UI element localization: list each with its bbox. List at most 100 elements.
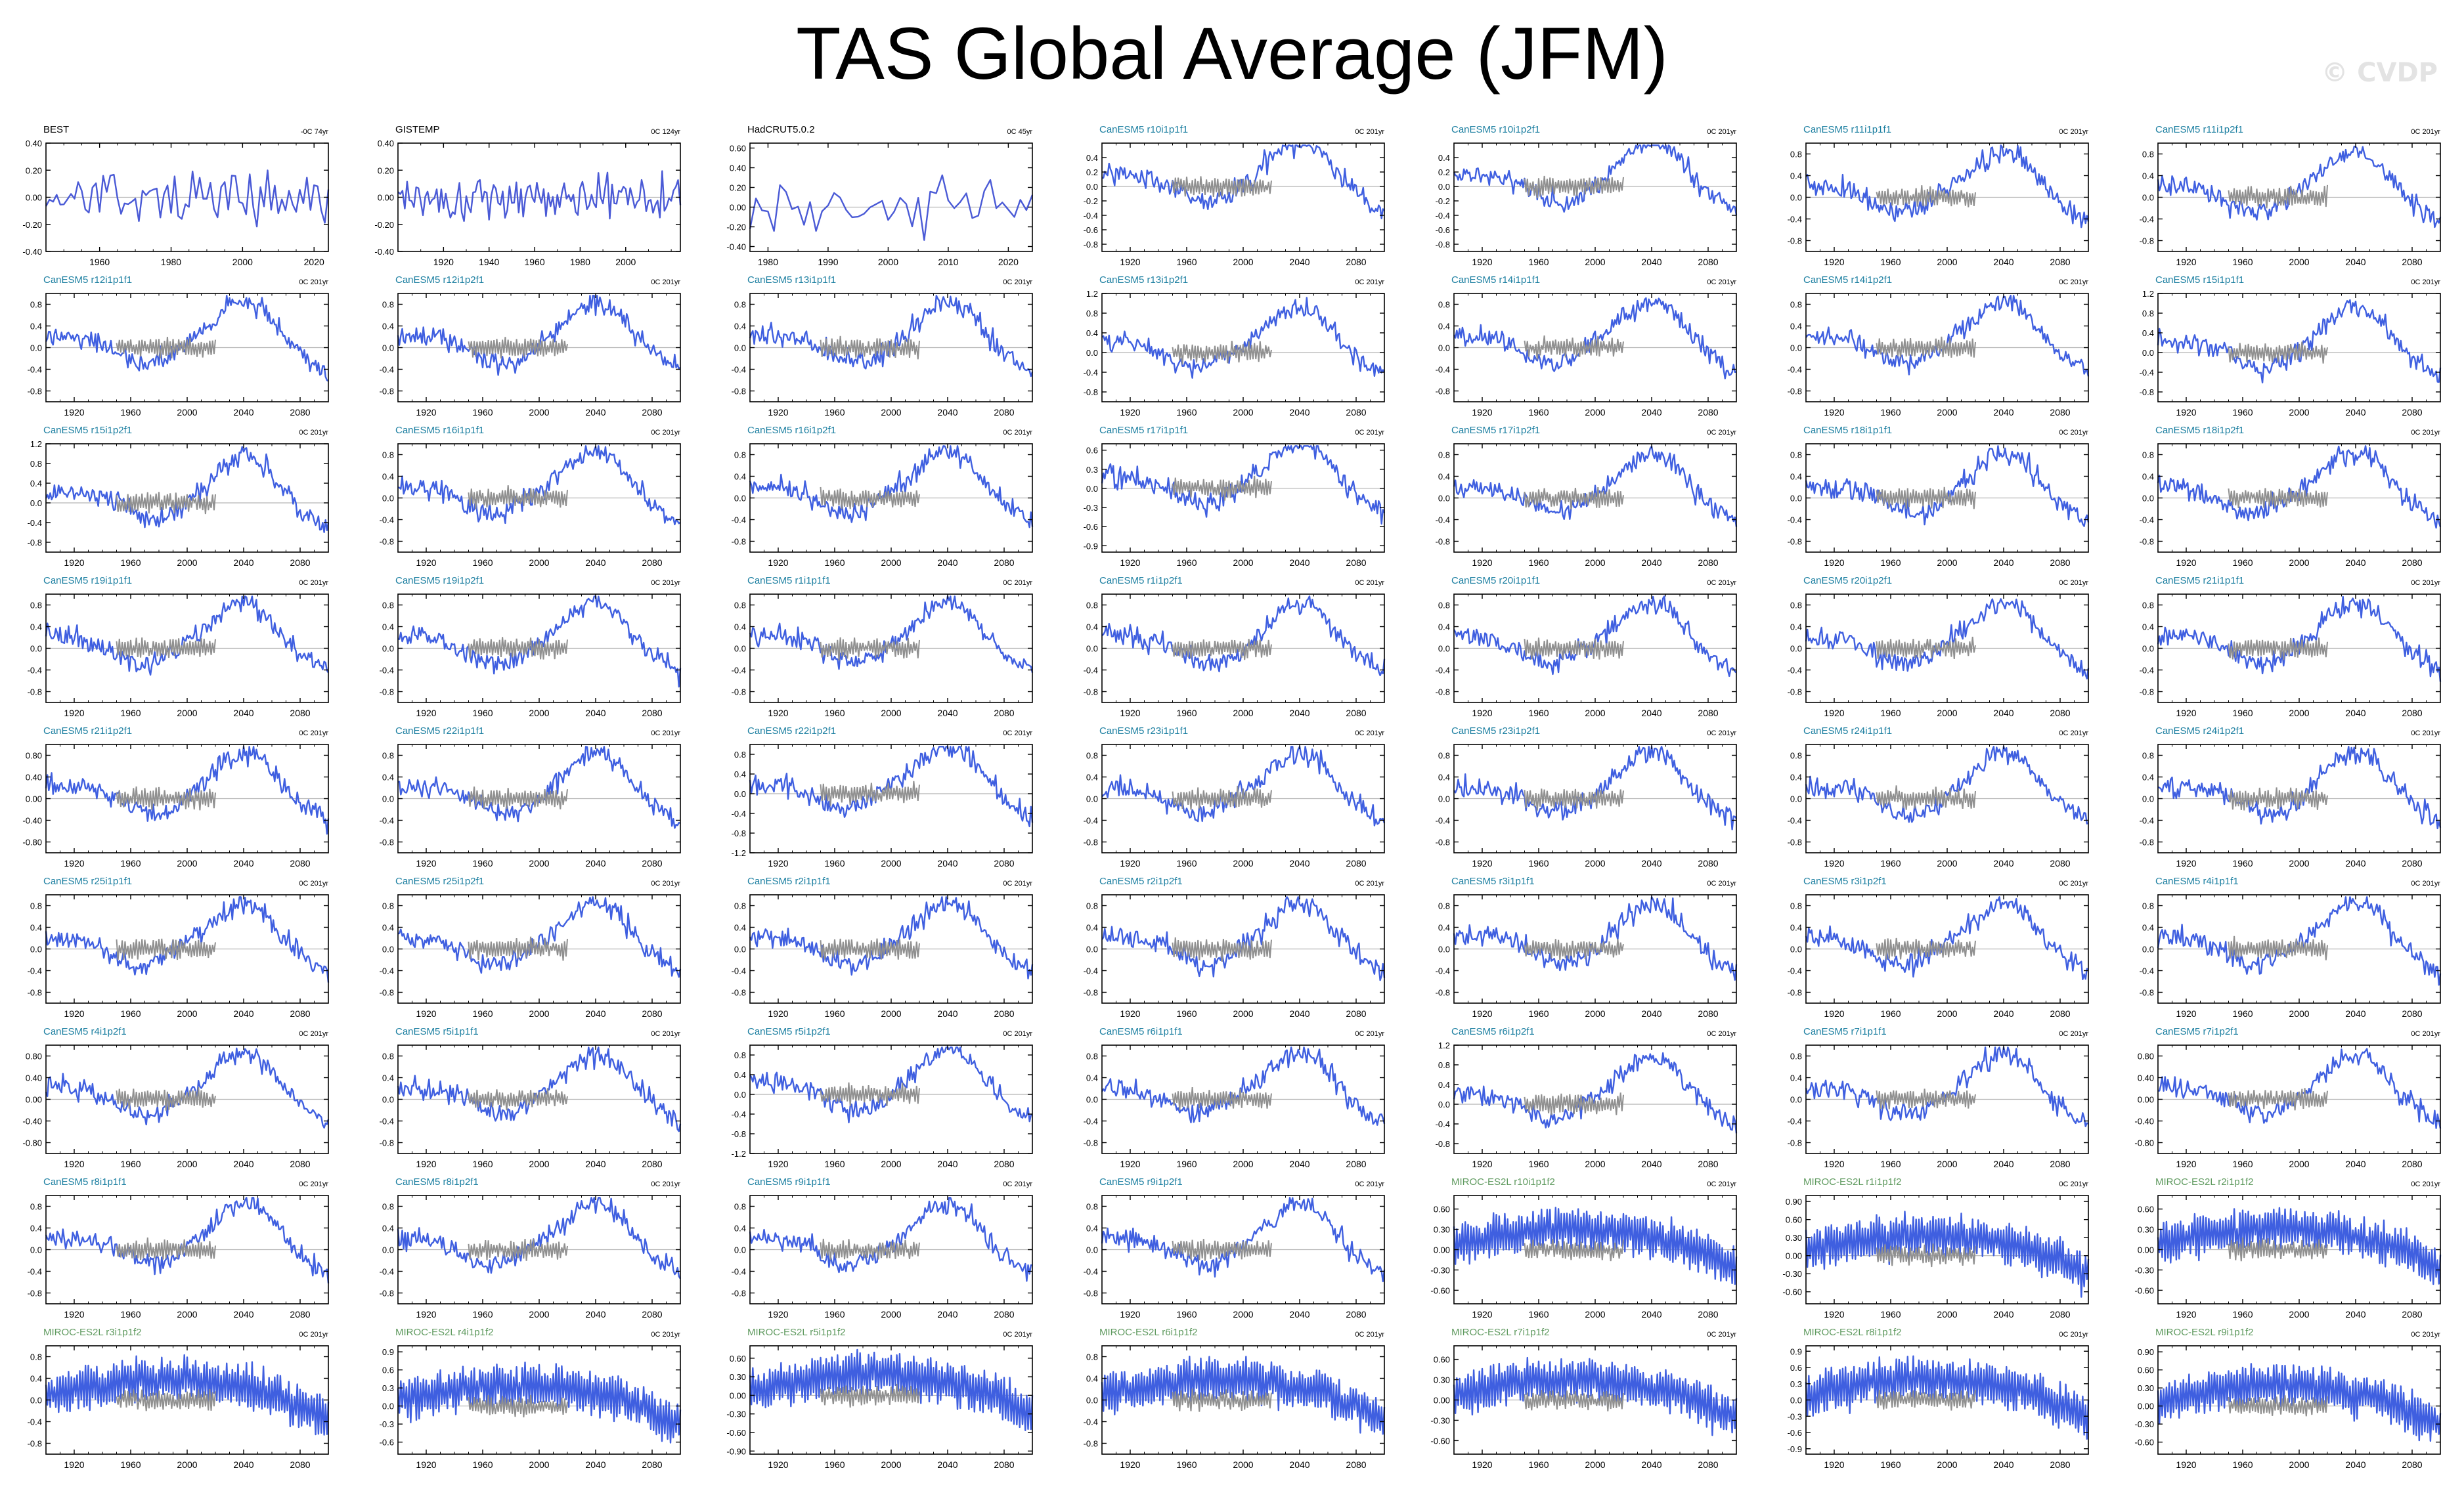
observed-overlay-line [1876,1389,1976,1411]
x-tick-label: 2040 [1993,858,2013,869]
panel-label: BEST [43,124,69,135]
y-tick-label: 0.8 [734,1202,746,1212]
trend-label: 0C 201yr [2411,1030,2440,1038]
y-tick-label: 0.0 [734,1090,746,1100]
y-tick-label: 0.4 [1790,622,1802,632]
trend-label: 0C 201yr [2411,579,2440,587]
trend-label: 0C 201yr [299,1331,328,1339]
x-tick-label: 1960 [1528,557,1549,568]
y-tick-label: -0.8 [1436,240,1450,249]
y-tick-label: 0.0 [2142,494,2154,504]
panel-label: CanESM5 r24i1p1f1 [1803,725,1892,737]
x-tick-label: 2080 [1698,257,1718,267]
y-tick-label: 0.30 [1434,1225,1450,1235]
y-tick-label: 0.0 [2142,644,2154,654]
observed-overlay-line [116,337,216,358]
watermark: © CVDP [2321,58,2438,88]
observed-overlay-line [468,1394,568,1417]
x-tick-label: 1960 [2232,1008,2253,1019]
y-tick-label: 0.0 [1438,182,1450,192]
y-tick-label: -0.4 [380,666,394,676]
observed-overlay-line [2228,488,2328,508]
x-tick-label: 2000 [1937,557,1957,568]
panel-label: CanESM5 r20i1p2f1 [1803,575,1892,586]
x-tick-label: 2000 [1585,557,1605,568]
y-tick-label: 0.4 [2142,923,2154,933]
y-tick-label: 0.30 [2138,1383,2154,1393]
x-tick-label: 2040 [233,1309,253,1320]
observed-overlay-line [1172,937,1272,962]
y-tick-label: 0.0 [1438,1100,1450,1109]
y-tick-label: 0.4 [1790,923,1802,933]
y-tick-label: 0.3 [1086,465,1098,475]
panel-canesm5-r18i1p1f1: CanESM5 r18i1p1f1 0C 201yr 1920 1960 2000 204… [1788,425,2090,568]
x-tick-label: 2000 [177,1159,197,1169]
x-tick-label: 1980 [570,257,590,267]
series-line [45,295,329,382]
x-tick-label: 2000 [1233,1159,1253,1169]
x-tick-label: 2000 [615,257,636,267]
series-line [1805,746,2089,825]
x-tick-label: 2000 [1937,407,1957,418]
x-tick-label: 1960 [120,1008,141,1019]
x-tick-label: 1960 [472,1008,493,1019]
y-tick-label: 0.0 [382,794,394,804]
y-tick-label: -0.8 [1788,988,1802,998]
x-tick-label: 2040 [1641,1309,1661,1320]
x-tick-label: 1920 [1472,407,1492,418]
y-tick-label: 0.8 [2142,309,2154,318]
x-tick-label: 2040 [1641,708,1661,718]
x-tick-label: 2040 [937,708,957,718]
y-tick-label: 0.2 [1086,167,1098,177]
x-tick-label: 2080 [2402,1159,2422,1169]
plot-frame [1101,142,1385,252]
panel-label: CanESM5 r15i1p1f1 [2155,274,2244,286]
x-tick-label: 1960 [1528,1309,1549,1320]
series-line [1101,595,1386,677]
y-tick-label: -0.8 [732,829,746,838]
x-tick-label: 2000 [529,1309,549,1320]
y-tick-label: -0.40 [22,816,42,826]
x-tick-label: 1920 [768,1159,788,1169]
x-tick-label: 2080 [2402,1459,2422,1470]
observed-overlay-line [116,637,216,658]
panel-canesm5-r15i1p1f1: CanESM5 r15i1p1f1 0C 201yr 1920 1960 2000 204… [2140,274,2442,418]
x-tick-label: 2000 [1585,257,1605,267]
y-tick-label: -0.60 [2134,1438,2154,1448]
y-tick-label: 0.8 [2142,450,2154,460]
x-tick-label: 2000 [1233,407,1253,418]
y-tick-label: -0.8 [1084,240,1098,249]
y-tick-label: -0.30 [2134,1419,2154,1429]
x-tick-label: 1960 [2232,1309,2253,1320]
y-tick-label: -0.4 [28,518,42,528]
series-line [45,746,330,835]
x-tick-label: 2080 [2402,407,2422,418]
x-tick-label: 2080 [2050,858,2070,869]
y-tick-label: -0.30 [2134,1265,2154,1275]
panel-label: CanESM5 r14i1p1f1 [1451,274,1540,286]
series-line [2157,746,2442,830]
x-tick-label: 2080 [2050,1008,2070,1019]
panel-label: CanESM5 r18i1p1f1 [1803,425,1892,436]
panel-label: CanESM5 r11i1p2f1 [2155,124,2243,135]
x-tick-label: 1920 [64,557,84,568]
y-tick-label: -0.4 [1788,365,1802,375]
x-tick-label: 2000 [2289,1008,2309,1019]
y-tick-label: -0.8 [1436,537,1450,547]
y-tick-label: 0.30 [730,1372,746,1382]
x-tick-label: 1960 [1176,257,1197,267]
y-tick-label: 0.8 [734,1050,746,1060]
panel-label: CanESM5 r3i1p2f1 [1803,876,1887,887]
y-tick-label: 0.4 [734,472,746,482]
panel-label: CanESM5 r4i1p1f1 [2155,876,2239,887]
y-tick-label: 0.90 [2138,1347,2154,1357]
y-tick-label: 0.4 [382,472,394,482]
series-line [45,1197,330,1283]
x-tick-label: 1960 [1176,1159,1197,1169]
y-tick-label: -0.8 [2140,687,2154,697]
x-tick-label: 2040 [1641,1008,1661,1019]
x-tick-label: 1920 [1472,557,1492,568]
trend-label: 0C 201yr [1003,1331,1032,1339]
panel-label: MIROC-ES2L r2i1p1f2 [2155,1176,2254,1188]
x-tick-label: 2040 [1289,708,1309,718]
